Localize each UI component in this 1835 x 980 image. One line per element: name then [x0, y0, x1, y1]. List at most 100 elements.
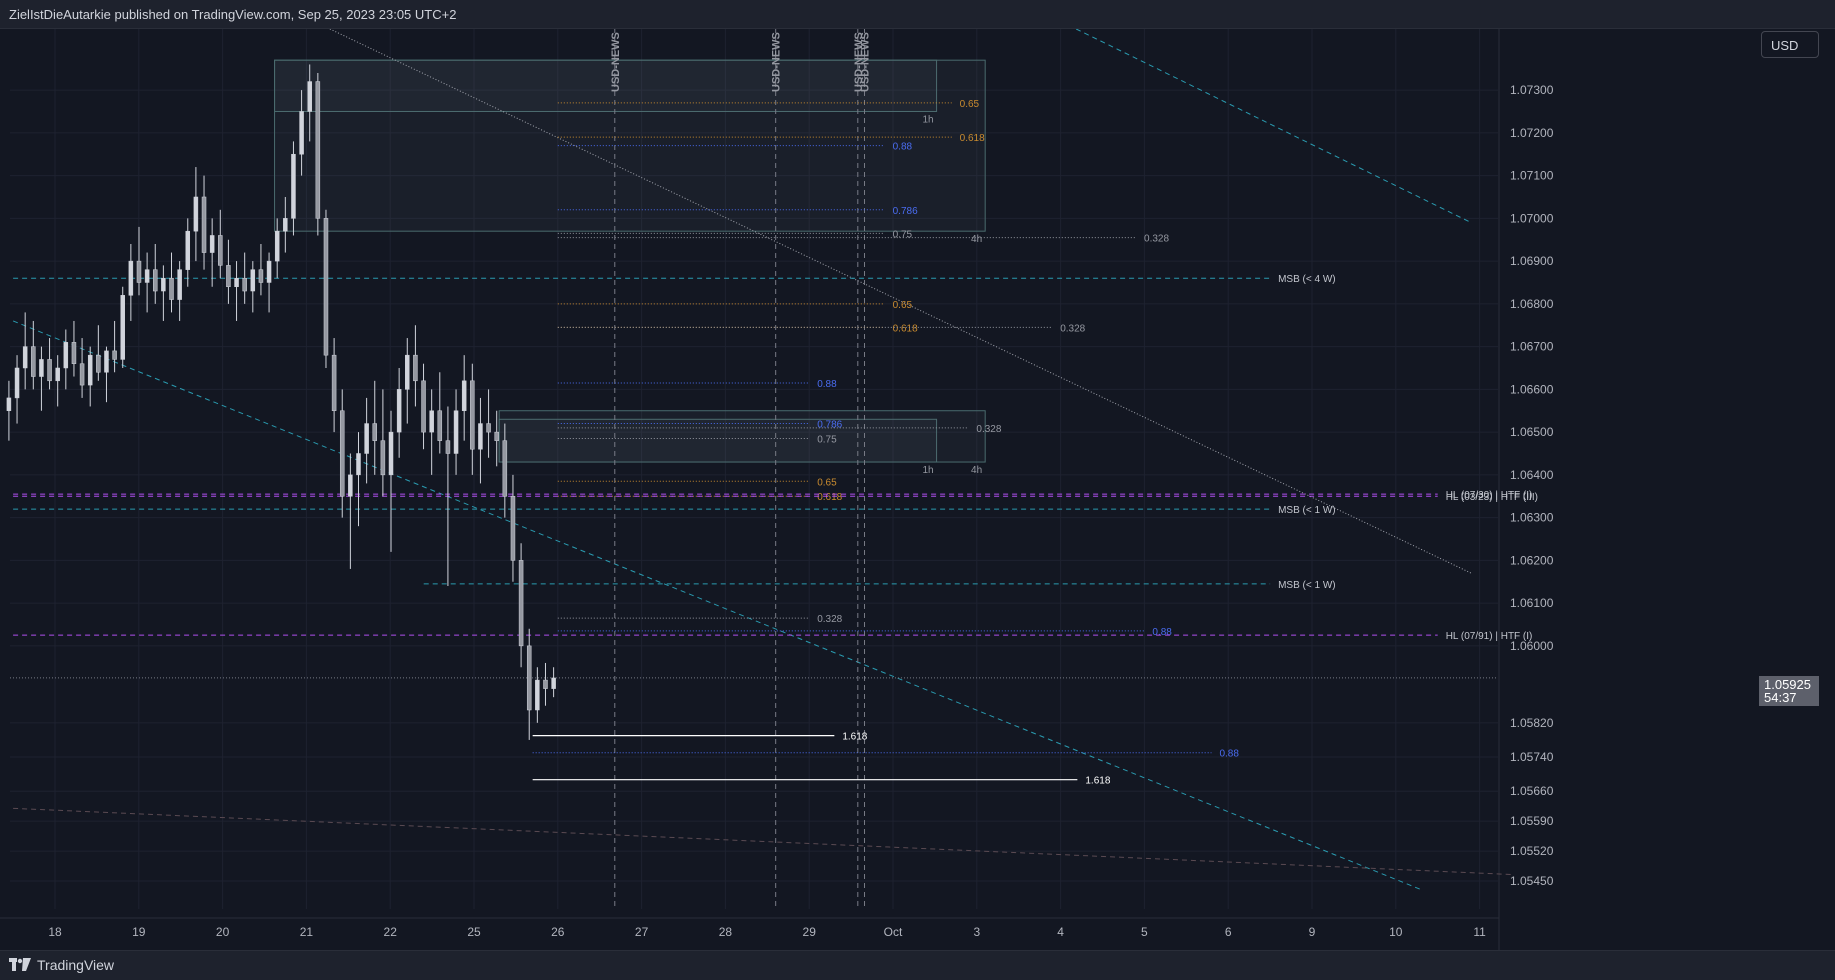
candle [348, 453, 353, 569]
level-label: HL (07/91) | HTF (I) [1446, 631, 1533, 642]
candle [535, 667, 540, 723]
y-tick-label: 1.05740 [1510, 750, 1554, 764]
x-tick-label: 11 [1473, 925, 1486, 939]
candle-body [461, 380, 467, 411]
candle [79, 338, 85, 398]
candle [299, 90, 304, 176]
candle-body [486, 423, 491, 433]
candle [388, 410, 394, 552]
last-price-value: 1.05925 [1764, 677, 1811, 692]
candle [453, 389, 459, 475]
candle-body [161, 277, 166, 292]
candle-body [494, 431, 499, 441]
candle [14, 355, 20, 424]
candle [364, 397, 369, 484]
zone-label: 4h [971, 234, 982, 245]
candle-body [201, 196, 207, 253]
x-tick-label: 3 [973, 925, 980, 939]
x-tick-label: 4 [1057, 925, 1064, 939]
candle [39, 346, 44, 411]
trendline [1043, 12, 1472, 224]
candle-body [258, 269, 264, 283]
candle-body [323, 218, 329, 356]
header-bar: ZielIstDieAutarkie published on TradingV… [0, 0, 1835, 29]
candle-body [274, 230, 280, 262]
candle-body [445, 440, 451, 454]
level-label: 1.618 [842, 732, 867, 743]
candle-body [380, 440, 386, 476]
zone-label: 1h [922, 114, 933, 125]
candle [551, 667, 556, 698]
x-tick-label: 5 [1141, 925, 1148, 939]
zone-label: 4h [971, 465, 982, 476]
candle [258, 244, 264, 296]
level-label: 0.328 [1060, 323, 1085, 334]
candle-body [502, 440, 508, 497]
candle [478, 397, 483, 484]
candle-body [22, 346, 28, 369]
trendline [13, 807, 1514, 876]
candle-body [437, 410, 443, 441]
candle [120, 286, 125, 368]
x-tick-label: Oct [884, 925, 903, 939]
candle-body [112, 350, 117, 360]
level-label: 0.75 [817, 435, 837, 446]
candle-body [226, 265, 231, 288]
x-tick-label: 27 [635, 925, 649, 939]
candle-body [526, 645, 532, 711]
level-label: 0.88 [817, 379, 837, 390]
tradingview-logo[interactable]: TradingView [9, 957, 114, 973]
candle-body [71, 342, 77, 364]
candle-body [152, 269, 158, 292]
level-label: 0.88 [1219, 749, 1239, 760]
candle [339, 389, 345, 518]
candle [152, 244, 158, 304]
candle-body [535, 679, 540, 711]
candle [323, 209, 329, 368]
level-label: 0.328 [1144, 234, 1169, 245]
candle [201, 175, 207, 270]
candle-body [299, 111, 304, 155]
candle [226, 239, 231, 304]
currency-button[interactable]: USD [1761, 31, 1819, 58]
candle-body [307, 81, 312, 112]
x-tick-label: 18 [48, 925, 62, 939]
candle [315, 73, 321, 236]
candle-body [453, 410, 459, 454]
event-label: USD-NEWS [771, 32, 783, 92]
candle [6, 380, 12, 441]
candle-body [396, 389, 402, 433]
level-label: 0.65 [893, 300, 913, 311]
candle [307, 64, 312, 142]
x-tick-label: 29 [803, 925, 817, 939]
candle-body [356, 453, 361, 476]
candle [185, 218, 191, 287]
y-tick-label: 1.06300 [1510, 511, 1554, 525]
y-tick-label: 1.07200 [1510, 126, 1554, 140]
candle-body [518, 560, 524, 647]
y-tick-label: 1.06400 [1510, 468, 1554, 482]
candle-body [193, 196, 199, 232]
y-tick-label: 1.05660 [1510, 784, 1554, 798]
x-tick-label: 6 [1225, 925, 1232, 939]
level-label: HL (07/30) | HTF (I) [1446, 490, 1533, 501]
candle-body [331, 354, 337, 411]
level-label: MSB (< 4 W) [1278, 274, 1336, 285]
candle-body [79, 363, 85, 386]
candle [486, 389, 491, 458]
candle-body [63, 342, 69, 369]
candle [193, 167, 199, 262]
y-tick-label: 1.06500 [1510, 425, 1554, 439]
candle-body [339, 410, 345, 497]
tradingview-logo-icon [9, 958, 31, 971]
candle [266, 252, 272, 313]
candle [380, 389, 386, 497]
candle [510, 474, 516, 582]
candle [136, 226, 142, 296]
candle [405, 338, 410, 424]
event-label: USD-NEWS [853, 32, 865, 92]
candle-body [39, 359, 44, 377]
candle-body [177, 269, 182, 300]
candle-body [31, 346, 36, 377]
